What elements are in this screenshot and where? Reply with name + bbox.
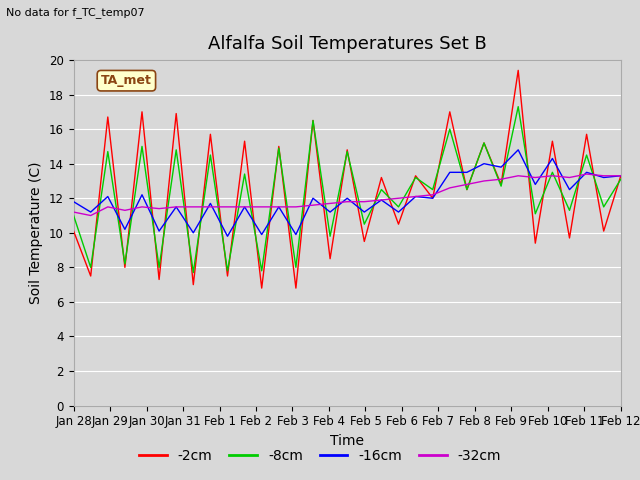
Legend: -2cm, -8cm, -16cm, -32cm: -2cm, -8cm, -16cm, -32cm — [133, 443, 507, 468]
Text: TA_met: TA_met — [101, 74, 152, 87]
Text: No data for f_TC_temp07: No data for f_TC_temp07 — [6, 7, 145, 18]
Y-axis label: Soil Temperature (C): Soil Temperature (C) — [29, 162, 44, 304]
X-axis label: Time: Time — [330, 434, 364, 448]
Title: Alfalfa Soil Temperatures Set B: Alfalfa Soil Temperatures Set B — [208, 35, 486, 53]
